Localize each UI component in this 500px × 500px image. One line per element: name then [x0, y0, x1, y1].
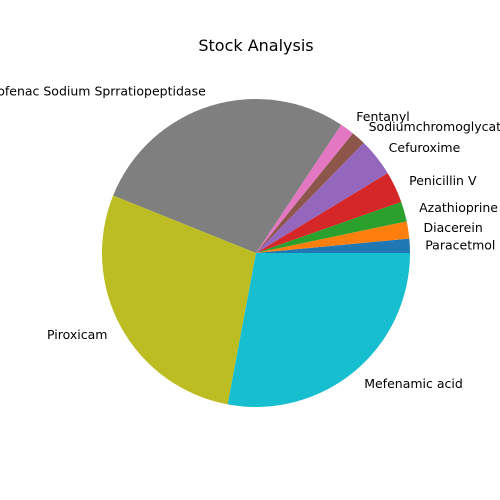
pie-labels: Paracetmol Diacerein Azathioprine Penicilli… [0, 84, 500, 391]
pie-slice-mefenamic-acid [227, 253, 410, 408]
pie-slice-cefuroxime [256, 142, 388, 253]
pie-slice-sodiumchromoglycate [256, 133, 364, 253]
pie-slice-fentanyl [256, 124, 353, 253]
pie-label-azathioprine: Azathioprine [419, 200, 498, 215]
pie-label-mefenamic-acid: Mefenamic acid [364, 376, 463, 391]
chart-title: Stock Analysis [198, 36, 313, 55]
pie-label-diacerein: Diacerein [423, 220, 482, 235]
pie-slice-piroxicam [101, 195, 256, 405]
pie-slices [101, 98, 410, 408]
pie-label-penicillin-v: Penicillin V [409, 173, 477, 188]
pie-slice-paracetmol [256, 238, 410, 253]
pie-slice-diacerein [256, 221, 410, 253]
pie-label-sodiumchromoglycate: Sodiumchromoglycate [369, 119, 500, 134]
pie-label-piroxicam: Piroxicam [47, 327, 107, 342]
pie-label-cefuroxime: Cefuroxime [389, 140, 461, 155]
pie-label-aceclofenac-sodium-sprratiopeptidase: Aceclofenac Sodium Sprratiopeptidase [0, 84, 206, 99]
pie-label-paracetmol: Paracetmol [425, 238, 495, 253]
pie-slice-penicillin-v [256, 173, 402, 253]
pie-label-fentanyl: Fentanyl [356, 109, 409, 124]
pie-slice-azathioprine [256, 201, 407, 253]
pie-slice-aceclofenac-sodium-sprratiopeptidase [113, 98, 342, 253]
